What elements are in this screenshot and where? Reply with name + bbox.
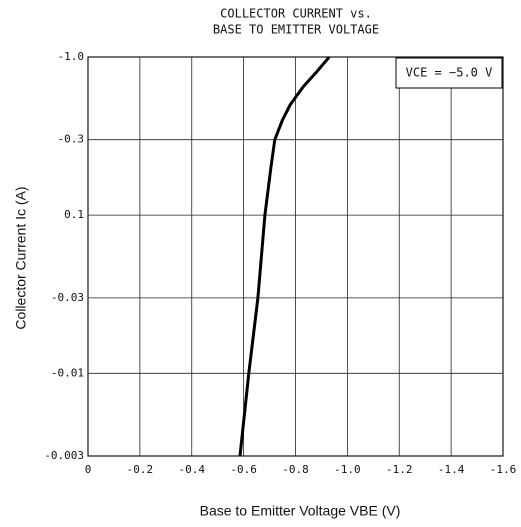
x-axis-label: Base to Emitter Voltage VBE (V) — [200, 503, 401, 519]
x-tick-label: -1.2 — [386, 463, 413, 476]
y-axis-label: Collector Current Ic (A) — [13, 186, 29, 329]
annotation-box — [395, 57, 503, 89]
y-tick-label: -1.0 — [58, 50, 85, 63]
x-tick-label: -1.4 — [438, 463, 465, 476]
y-tick-label: -0.003 — [44, 449, 84, 462]
x-tick-label: 0 — [85, 463, 92, 476]
y-tick-label: -0.01 — [51, 366, 84, 379]
x-tick-label: -0.8 — [282, 463, 309, 476]
y-tick-label: -0.03 — [51, 291, 84, 304]
x-tick-label: -0.2 — [127, 463, 154, 476]
x-tick-label: -0.4 — [179, 463, 206, 476]
x-tick-label: -1.6 — [490, 463, 517, 476]
annotation: VCE = −5.0 V — [406, 66, 493, 80]
chart-title: COLLECTOR CURRENT vs. — [220, 7, 372, 21]
chart-title: BASE TO EMITTER VOLTAGE — [213, 23, 379, 37]
x-tick-label: -0.6 — [230, 463, 257, 476]
x-tick-label: -1.0 — [334, 463, 361, 476]
y-tick-label: -0.3 — [58, 133, 85, 146]
data-line — [238, 56, 331, 457]
y-tick-label: 0.1 — [64, 208, 84, 221]
